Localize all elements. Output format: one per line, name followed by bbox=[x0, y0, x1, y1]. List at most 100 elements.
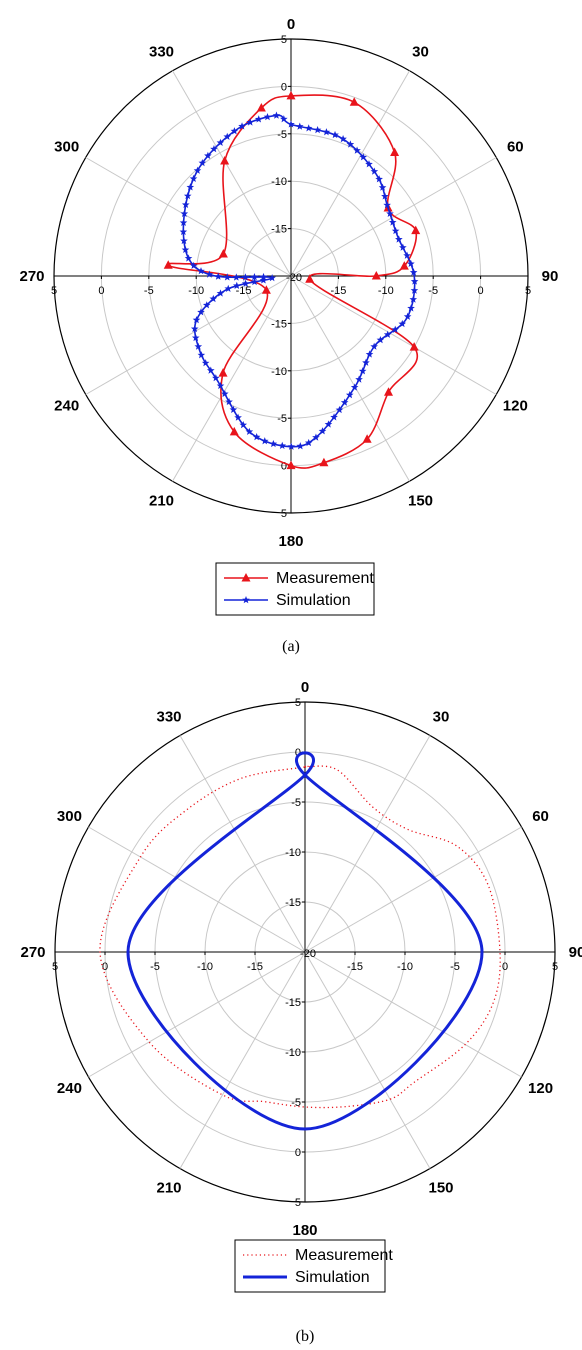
data-point-star bbox=[365, 350, 374, 358]
data-point-star bbox=[223, 132, 232, 140]
legend-label-measurement: Measurement bbox=[276, 570, 374, 587]
radial-tick-label: -15 bbox=[285, 897, 301, 909]
radial-tick-label: 5 bbox=[525, 285, 531, 297]
data-point-star bbox=[179, 227, 188, 236]
radial-tick-label: -5 bbox=[291, 797, 301, 809]
angle-label: 300 bbox=[54, 139, 79, 156]
radial-tick-label: -15 bbox=[330, 285, 346, 297]
data-point-star bbox=[304, 124, 313, 132]
data-point-triangle bbox=[220, 156, 230, 165]
radial-tick-label: -10 bbox=[271, 176, 287, 188]
data-point-star bbox=[202, 301, 211, 309]
data-point-star bbox=[197, 351, 206, 359]
radial-tick-label: 0 bbox=[281, 81, 287, 93]
data-point-triangle bbox=[371, 271, 381, 280]
data-point-star bbox=[197, 308, 205, 316]
radial-tick-label: 5 bbox=[281, 508, 287, 520]
data-point-star bbox=[180, 209, 189, 217]
data-point-triangle bbox=[218, 368, 228, 377]
data-point-triangle bbox=[409, 342, 419, 351]
grid-spoke bbox=[85, 157, 292, 277]
radial-tick-label: 5 bbox=[281, 34, 287, 46]
radial-tick-label: -15 bbox=[236, 285, 252, 297]
data-point-triangle bbox=[286, 90, 296, 100]
legend-label-simulation: Simulation bbox=[276, 592, 351, 609]
radial-tick-label: -15 bbox=[285, 997, 301, 1009]
angle-label: 270 bbox=[20, 944, 45, 961]
data-point-star bbox=[335, 405, 344, 414]
radial-tick-label: -5 bbox=[144, 285, 154, 297]
data-point-star bbox=[407, 304, 415, 312]
data-point-star bbox=[225, 397, 233, 406]
data-point-star bbox=[391, 325, 400, 333]
data-point-triangle bbox=[383, 387, 393, 396]
data-point-star bbox=[181, 200, 190, 209]
series-line-measurement bbox=[99, 765, 501, 1109]
legend-box bbox=[215, 562, 375, 616]
angle-label: 30 bbox=[433, 708, 450, 725]
angle-label: 150 bbox=[408, 492, 433, 509]
grid-spoke bbox=[304, 951, 431, 1169]
data-point-star bbox=[223, 273, 232, 281]
data-point-star bbox=[224, 284, 233, 292]
data-point-star bbox=[280, 115, 288, 123]
data-point-star bbox=[229, 405, 238, 414]
data-point-star bbox=[250, 277, 259, 286]
radial-tick-label: 5 bbox=[52, 961, 58, 973]
figure-caption: (b) bbox=[296, 1328, 315, 1345]
radial-tick-label: -5 bbox=[277, 129, 287, 141]
data-point-star bbox=[186, 183, 195, 191]
radial-tick-label: -5 bbox=[428, 285, 438, 297]
radial-tick-label: -20 bbox=[300, 948, 316, 960]
grid-spoke bbox=[304, 951, 522, 1078]
data-point-star bbox=[409, 295, 418, 303]
angle-label: 180 bbox=[292, 1222, 317, 1239]
data-point-star bbox=[409, 268, 418, 276]
data-point-star bbox=[190, 324, 199, 333]
angle-label: 210 bbox=[156, 1180, 181, 1197]
data-point-star bbox=[189, 174, 198, 183]
data-point-star bbox=[234, 413, 242, 421]
radial-tick-label: -10 bbox=[197, 961, 213, 973]
data-point-star bbox=[378, 183, 387, 191]
data-point-star bbox=[206, 366, 215, 374]
data-point-star bbox=[330, 413, 338, 421]
data-point-triangle bbox=[362, 434, 372, 443]
radial-tick-label: -10 bbox=[378, 285, 394, 297]
radial-tick-label: 0 bbox=[478, 285, 484, 297]
data-point-star bbox=[210, 145, 218, 153]
data-point-star bbox=[399, 243, 407, 251]
data-point-star bbox=[345, 390, 354, 399]
legend-marker-star bbox=[242, 596, 250, 604]
radial-tick-label: 0 bbox=[502, 961, 508, 973]
data-point-star bbox=[230, 127, 239, 135]
figure-caption: (a) bbox=[282, 638, 300, 655]
legend: Measurement Simulation bbox=[234, 1239, 393, 1293]
grid-spoke bbox=[290, 275, 497, 395]
data-point-star bbox=[350, 383, 359, 391]
data-point-star bbox=[198, 158, 207, 167]
data-point-star bbox=[359, 153, 368, 161]
data-point-star bbox=[192, 316, 201, 324]
legend-label-simulation: Simulation bbox=[295, 1269, 370, 1286]
data-point-star bbox=[209, 294, 218, 303]
radial-tick-label: -10 bbox=[285, 1047, 301, 1059]
radial-tick-label: -5 bbox=[150, 961, 160, 973]
data-point-star bbox=[216, 289, 225, 297]
data-point-star bbox=[179, 218, 188, 227]
data-point-star bbox=[191, 333, 200, 342]
angle-label: 150 bbox=[428, 1180, 453, 1197]
data-point-star bbox=[340, 398, 349, 406]
angle-label: 60 bbox=[532, 808, 549, 825]
data-point-star bbox=[201, 359, 210, 367]
data-point-star bbox=[246, 118, 255, 126]
data-point-star bbox=[339, 135, 347, 143]
radial-tick-label: 5 bbox=[295, 1197, 301, 1209]
data-point-star bbox=[313, 125, 322, 134]
radial-tick-label: 5 bbox=[552, 961, 558, 973]
data-point-star bbox=[304, 438, 313, 447]
data-point-triangle bbox=[390, 147, 400, 157]
data-point-star bbox=[232, 273, 241, 281]
